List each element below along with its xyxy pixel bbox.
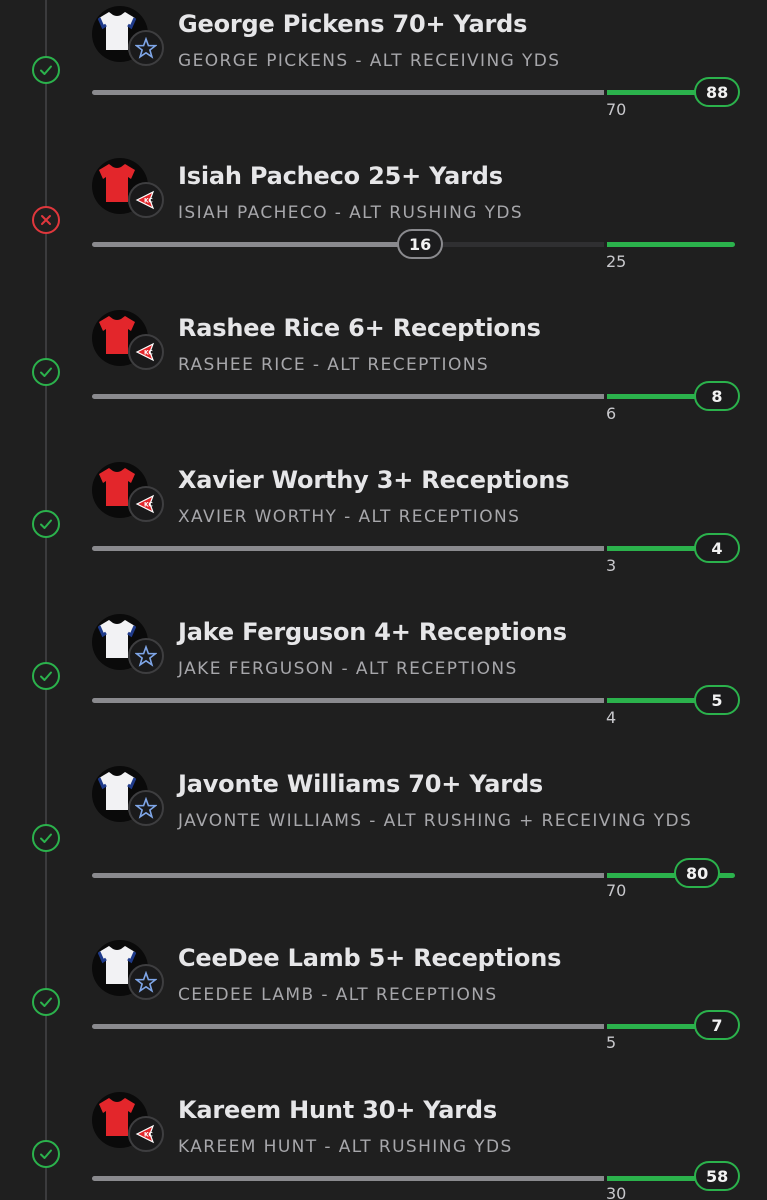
leg-title: George Pickens 70+ Yards — [178, 10, 528, 38]
actual-value-badge: 16 — [397, 229, 444, 259]
jersey-icon — [99, 1098, 135, 1136]
progress-track — [92, 542, 735, 555]
progress-track — [92, 694, 735, 707]
progress-track — [92, 1172, 735, 1185]
svg-text:KC: KC — [144, 1132, 153, 1139]
jersey-icon — [98, 946, 136, 984]
avatar — [92, 766, 164, 826]
avatar — [92, 614, 164, 674]
avatar: KC — [92, 310, 164, 370]
check-icon — [32, 56, 60, 84]
actual-value-badge: 4 — [694, 533, 740, 563]
jersey-icon — [99, 316, 135, 354]
arrowhead-icon: KC — [128, 182, 164, 218]
leg-subtitle: ISIAH PACHECO - ALT RUSHING YDS — [178, 203, 524, 223]
arrowhead-icon: KC — [128, 1116, 164, 1152]
jersey-icon — [98, 12, 136, 50]
jersey-icon — [98, 620, 136, 658]
actual-value-badge: 88 — [694, 77, 741, 107]
svg-text:KC: KC — [144, 350, 153, 357]
target-value: 70 — [606, 881, 627, 900]
avatar: KC — [92, 1092, 164, 1152]
leg-subtitle: GEORGE PICKENS - ALT RECEIVING YDS — [178, 51, 561, 71]
target-value: 70 — [606, 100, 627, 119]
actual-value-badge: 5 — [694, 685, 740, 715]
svg-text:KC: KC — [144, 502, 153, 509]
leg-title: Xavier Worthy 3+ Receptions — [178, 466, 570, 494]
progress-track — [92, 1020, 735, 1033]
check-icon — [32, 358, 60, 386]
leg-title: Javonte Williams 70+ Yards — [178, 770, 544, 798]
progress-track — [92, 390, 735, 403]
target-value: 25 — [606, 252, 627, 271]
avatar: KC — [92, 158, 164, 218]
leg-subtitle: KAREEM HUNT - ALT RUSHING YDS — [178, 1137, 513, 1157]
leg-title: Jake Ferguson 4+ Receptions — [178, 618, 567, 646]
check-icon — [32, 1140, 60, 1168]
avatar — [92, 940, 164, 1000]
star-icon — [128, 964, 164, 1000]
arrowhead-icon: KC — [128, 334, 164, 370]
star-icon — [128, 638, 164, 674]
check-icon — [32, 662, 60, 690]
jersey-icon — [98, 772, 136, 810]
leg-title: CeeDee Lamb 5+ Receptions — [178, 944, 562, 972]
target-value: 30 — [606, 1184, 627, 1200]
jersey-icon — [99, 468, 135, 506]
x-icon — [32, 206, 60, 234]
leg-subtitle: CEEDEE LAMB - ALT RECEPTIONS — [178, 985, 498, 1005]
progress-track — [92, 869, 735, 882]
leg-subtitle: JAVONTE WILLIAMS - ALT RUSHING + RECEIVI… — [178, 811, 693, 831]
star-icon — [128, 790, 164, 826]
target-value: 3 — [606, 556, 617, 575]
avatar — [92, 6, 164, 66]
leg-subtitle: JAKE FERGUSON - ALT RECEPTIONS — [178, 659, 518, 679]
leg-title: Kareem Hunt 30+ Yards — [178, 1096, 497, 1124]
svg-text:KC: KC — [144, 198, 153, 205]
check-icon — [32, 988, 60, 1016]
check-icon — [32, 510, 60, 538]
arrowhead-icon: KC — [128, 486, 164, 522]
target-value: 6 — [606, 404, 617, 423]
timeline-line — [45, 0, 47, 1200]
target-value: 4 — [606, 708, 617, 727]
leg-title: Isiah Pacheco 25+ Yards — [178, 162, 503, 190]
actual-value-badge: 7 — [694, 1010, 740, 1040]
progress-track — [92, 86, 735, 99]
check-icon — [32, 824, 60, 852]
leg-title: Rashee Rice 6+ Receptions — [178, 314, 541, 342]
leg-subtitle: RASHEE RICE - ALT RECEPTIONS — [178, 355, 490, 375]
jersey-icon — [99, 164, 135, 202]
star-icon — [128, 30, 164, 66]
actual-value-badge: 80 — [674, 858, 721, 888]
actual-value-badge: 58 — [694, 1161, 741, 1191]
leg-subtitle: XAVIER WORTHY - ALT RECEPTIONS — [178, 507, 521, 527]
avatar: KC — [92, 462, 164, 522]
target-value: 5 — [606, 1033, 617, 1052]
actual-value-badge: 8 — [694, 381, 740, 411]
